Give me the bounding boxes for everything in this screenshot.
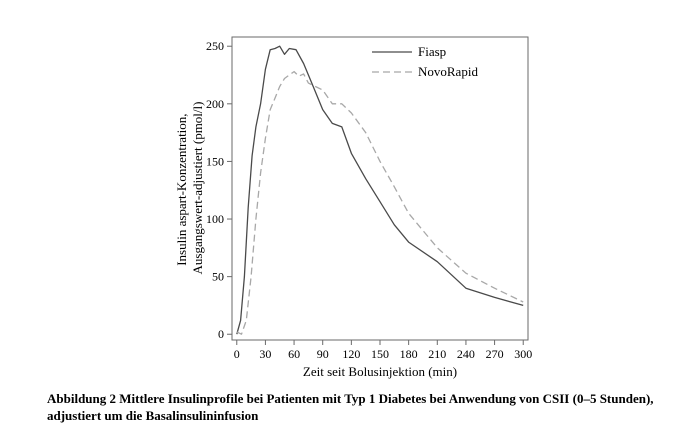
x-tick-label: 30 [259,347,271,361]
x-axis: 0 30 60 90 120 150 180 210 240 270 300 [234,340,532,361]
x-axis-title: Zeit seit Bolusinjektion (min) [303,364,457,379]
y-axis-title: Insulin aspart-Konzentration, Ausgangswe… [174,102,205,275]
legend-label-novorapid: NovoRapid [418,64,478,79]
figure-caption: Abbildung 2 Mittlere Insulinprofile bei … [47,391,654,423]
y-tick-label: 250 [206,39,224,53]
y-axis-title-line-2: Ausgangswert-adjustiert (pmol/l) [190,102,205,275]
x-tick-label: 240 [457,347,475,361]
y-axis: 0 50 100 150 200 250 [206,39,232,341]
x-tick-label: 210 [428,347,446,361]
y-tick-label: 200 [206,97,224,111]
legend-label-fiasp: Fiasp [418,44,446,59]
y-tick-label: 50 [212,270,224,284]
legend: Fiasp NovoRapid [372,44,478,79]
x-tick-label: 180 [400,347,418,361]
x-tick-label: 90 [317,347,329,361]
y-tick-label: 150 [206,154,224,168]
line-chart: 0 50 100 150 200 250 0 30 60 90 120 150 180 210 240 27… [174,36,532,379]
x-tick-label: 120 [342,347,360,361]
x-tick-label: 150 [371,347,389,361]
y-tick-label: 0 [218,327,224,341]
y-axis-title-line-1: Insulin aspart-Konzentration, [174,113,189,265]
x-tick-label: 300 [514,347,532,361]
x-tick-label: 270 [486,347,504,361]
x-tick-label: 0 [234,347,240,361]
series-line-novorapid [236,70,524,335]
x-tick-label: 60 [288,347,300,361]
series-layer [236,45,524,335]
series-line-fiasp [236,45,524,335]
y-tick-label: 100 [206,212,224,226]
